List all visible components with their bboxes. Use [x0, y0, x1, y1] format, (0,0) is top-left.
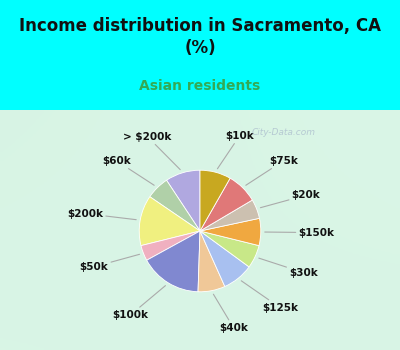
- Text: $75k: $75k: [246, 156, 298, 185]
- Text: $125k: $125k: [241, 281, 298, 313]
- Text: $10k: $10k: [218, 131, 254, 169]
- Wedge shape: [200, 170, 230, 231]
- Wedge shape: [198, 231, 225, 292]
- Wedge shape: [141, 231, 200, 260]
- Text: $30k: $30k: [259, 258, 318, 278]
- Text: > $200k: > $200k: [123, 132, 180, 170]
- Text: $100k: $100k: [112, 286, 166, 320]
- Wedge shape: [200, 178, 252, 231]
- Text: $20k: $20k: [260, 190, 320, 208]
- Text: $60k: $60k: [102, 156, 154, 185]
- Wedge shape: [166, 170, 200, 231]
- Wedge shape: [200, 231, 249, 287]
- Wedge shape: [139, 197, 200, 246]
- Text: $40k: $40k: [214, 294, 248, 332]
- Text: $150k: $150k: [265, 228, 334, 238]
- Text: Asian residents: Asian residents: [139, 79, 261, 93]
- Text: $50k: $50k: [80, 254, 140, 272]
- Text: City-Data.com: City-Data.com: [252, 128, 316, 137]
- Wedge shape: [200, 218, 261, 246]
- Wedge shape: [200, 231, 259, 267]
- Wedge shape: [200, 200, 260, 231]
- Wedge shape: [147, 231, 200, 292]
- Wedge shape: [150, 180, 200, 231]
- Text: $200k: $200k: [67, 209, 136, 220]
- Text: Income distribution in Sacramento, CA
(%): Income distribution in Sacramento, CA (%…: [19, 17, 381, 57]
